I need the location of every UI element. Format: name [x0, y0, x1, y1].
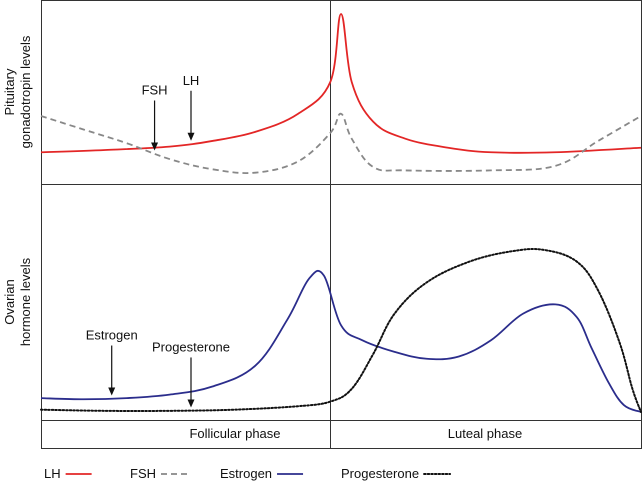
legend-label-estrogen: Estrogen — [220, 466, 272, 481]
annotation-arrowhead-progesterone — [187, 399, 195, 408]
legend-label-lh: LH — [44, 466, 61, 481]
ovarian-ylabel-line1: Ovarian — [2, 279, 17, 325]
series-layer — [40, 13, 642, 413]
annotation-arrowhead-estrogen — [108, 387, 116, 396]
ovarian-ylabel-line2: hormone levels — [18, 257, 33, 346]
annotation-arrowhead-fsh — [151, 142, 159, 151]
annotation-label-fsh: FSH — [142, 83, 168, 98]
annotation-label-estrogen: Estrogen — [86, 328, 138, 343]
legend: LH FSH Estrogen Progesterone — [44, 466, 452, 481]
legend-label-fsh: FSH — [130, 466, 156, 481]
series-line-progesterone — [40, 247, 642, 413]
series-line-lh — [40, 13, 642, 154]
annotation-label-lh: LH — [183, 73, 200, 88]
annotation-arrowhead-lh — [187, 132, 195, 141]
pituitary-ylabel-line1: Pituitary — [2, 68, 17, 115]
annotation-layer: FSH LH Estrogen Progesterone — [86, 73, 230, 408]
phase-label-follicular: Follicular phase — [189, 426, 280, 441]
phase-label-luteal: Luteal phase — [448, 426, 522, 441]
annotation-label-progesterone: Progesterone — [152, 339, 230, 354]
series-line-fsh — [40, 112, 642, 174]
pituitary-ylabel-line2: gonadotropin levels — [18, 35, 33, 148]
legend-label-progesterone: Progesterone — [341, 466, 419, 481]
plot-frame — [41, 0, 642, 449]
ovarian-ylabel: Ovarian hormone levels — [2, 257, 33, 346]
pituitary-ylabel: Pituitary gonadotropin levels — [2, 35, 33, 148]
